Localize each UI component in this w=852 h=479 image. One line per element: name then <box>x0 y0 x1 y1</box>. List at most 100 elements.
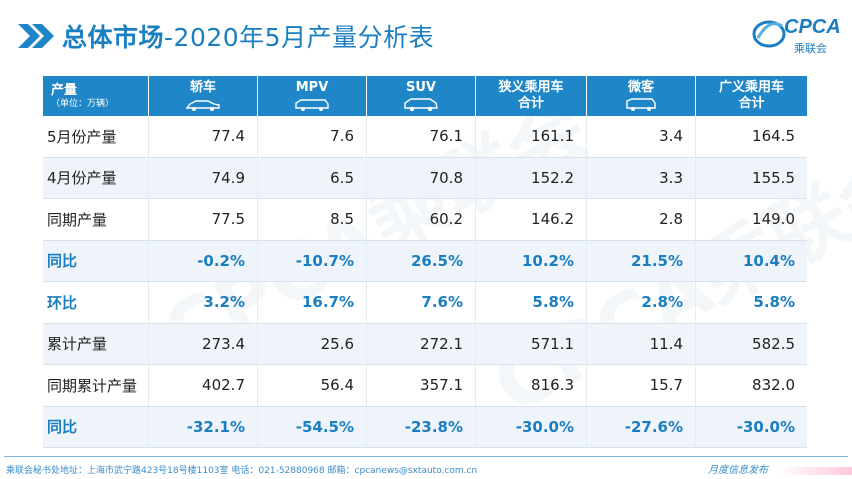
column-header: 微客 <box>587 76 696 116</box>
column-header: 轿车 <box>149 76 258 116</box>
table-cell: 357.1 <box>367 365 476 407</box>
row-label: 同期产量 <box>43 199 149 241</box>
table-cell: 3.3 <box>587 157 696 199</box>
table-row: 同期产量 77.5 8.5 60.2 146.2 2.8 149.0 <box>43 199 807 241</box>
column-header: 广义乘用车 合计 <box>696 76 807 116</box>
table-cell: 74.9 <box>149 157 258 199</box>
logo-sub: 乘联会 <box>794 42 827 55</box>
table-cell: -23.8% <box>367 406 476 448</box>
table-cell: 8.5 <box>258 199 367 241</box>
column-header: MPV <box>258 76 367 116</box>
table-cell: 5.8% <box>476 282 587 324</box>
footer-divider <box>4 456 848 457</box>
column-header: 狭义乘用车 合计 <box>476 76 587 116</box>
row-label: 环比 <box>43 282 149 324</box>
column-header: SUV <box>367 76 476 116</box>
column-header-label-line2: 合计 <box>738 96 765 111</box>
table-cell: 76.1 <box>367 116 476 158</box>
table-cell: 6.5 <box>258 157 367 199</box>
table-cell: 832.0 <box>696 365 807 407</box>
row-label: 4月份产量 <box>43 157 149 199</box>
footer-publish: 月度信息发布 <box>708 465 768 476</box>
footer-accent <box>780 467 852 475</box>
table-cell: 10.2% <box>476 240 587 282</box>
table-row: 4月份产量 74.9 6.5 70.8 152.2 3.3 155.5 <box>43 157 807 199</box>
row-label: 同比 <box>43 240 149 282</box>
row-label: 累计产量 <box>43 323 149 365</box>
table-cell: 21.5% <box>587 240 696 282</box>
row-label: 同比 <box>43 406 149 448</box>
table-cell: -54.5% <box>258 406 367 448</box>
column-header-label: SUV <box>406 80 436 95</box>
double-chevron-icon <box>18 24 54 48</box>
table-cell: 5.8% <box>696 282 807 324</box>
table-cell: 272.1 <box>367 323 476 365</box>
table-cell: 56.4 <box>258 365 367 407</box>
column-header-label: 广义乘用车 <box>718 80 784 95</box>
cpca-logo: CPCA 乘联会 <box>752 14 844 55</box>
table-cell: -30.0% <box>696 406 807 448</box>
table-header-row: 产量 （单位：万辆） 轿车 MPV SUV 狭义乘用车 合计 微客 <box>43 76 807 116</box>
footer: 乘联会秘书处地址：上海市武宁路423号18号楼1103室 电话：021-5288… <box>0 452 852 479</box>
table-cell: 26.5% <box>367 240 476 282</box>
table-cell: 149.0 <box>696 199 807 241</box>
mpv-icon <box>295 99 329 111</box>
footer-address: 乘联会秘书处地址：上海市武宁路423号18号楼1103室 电话：021-5288… <box>6 466 478 476</box>
logo-brand: CPCA <box>784 16 841 38</box>
table-cell: 571.1 <box>476 323 587 365</box>
table-row: 环比 3.2% 16.7% 7.6% 5.8% 2.8% 5.8% <box>43 282 807 324</box>
column-header-label-line2: 合计 <box>517 96 544 111</box>
table-cell: 273.4 <box>149 323 258 365</box>
table-cell: 16.7% <box>258 282 367 324</box>
page-title: 总体市场-2020年5月产量分析表 <box>62 18 434 54</box>
table-cell: 152.2 <box>476 157 587 199</box>
row-header-unit: （单位：万辆） <box>51 98 115 109</box>
suv-icon <box>404 98 438 112</box>
row-header-cell: 产量 （单位：万辆） <box>43 76 149 116</box>
table-cell: 582.5 <box>696 323 807 365</box>
table-row: 同比 -32.1% -54.5% -23.8% -30.0% -27.6% -30.0% <box>43 406 807 448</box>
table-cell: 77.5 <box>149 199 258 241</box>
table-cell: 161.1 <box>476 116 587 158</box>
table-cell: 15.7 <box>587 365 696 407</box>
table-cell: -0.2% <box>149 240 258 282</box>
row-label: 5月份产量 <box>43 116 149 158</box>
table-cell: 816.3 <box>476 365 587 407</box>
table-cell: 146.2 <box>476 199 587 241</box>
table-cell: 7.6% <box>367 282 476 324</box>
table-cell: 60.2 <box>367 199 476 241</box>
table-cell: 164.5 <box>696 116 807 158</box>
table-cell: 70.8 <box>367 157 476 199</box>
header: 总体市场-2020年5月产量分析表 CPCA 乘联会 <box>0 0 852 64</box>
table-cell: 2.8 <box>587 199 696 241</box>
column-header-label: MPV <box>295 80 329 95</box>
table-cell: 2.8% <box>587 282 696 324</box>
table-row: 累计产量 273.4 25.6 272.1 571.1 11.4 582.5 <box>43 323 807 365</box>
production-table: 产量 （单位：万辆） 轿车 MPV SUV 狭义乘用车 合计 微客 <box>43 76 807 448</box>
table-cell: -10.7% <box>258 240 367 282</box>
table-cell: 3.4 <box>587 116 696 158</box>
minivan-icon <box>626 98 656 111</box>
table-row: 同比 -0.2% -10.7% 26.5% 10.2% 21.5% 10.4% <box>43 240 807 282</box>
column-header-label: 狭义乘用车 <box>498 80 564 95</box>
table-cell: 402.7 <box>149 365 258 407</box>
table-cell: -27.6% <box>587 406 696 448</box>
table-cell: 3.2% <box>149 282 258 324</box>
table-cell: 11.4 <box>587 323 696 365</box>
table-cell: 155.5 <box>696 157 807 199</box>
title-light: -2020年5月产量分析表 <box>164 23 435 52</box>
logo-emblem-icon <box>752 20 786 48</box>
table-cell: 7.6 <box>258 116 367 158</box>
row-label: 同期累计产量 <box>43 365 149 407</box>
table-cell: -30.0% <box>476 406 587 448</box>
table-cell: 77.4 <box>149 116 258 158</box>
column-header-label: 轿车 <box>189 80 216 95</box>
sedan-icon <box>185 100 220 111</box>
table-row: 5月份产量 77.4 7.6 76.1 161.1 3.4 164.5 <box>43 116 807 158</box>
table-cell: -32.1% <box>149 406 258 448</box>
table-cell: 25.6 <box>258 323 367 365</box>
table-body: 5月份产量 77.4 7.6 76.1 161.1 3.4 164.5 4月份产量 74.9 6.… <box>43 116 807 448</box>
column-header-label: 微客 <box>627 80 654 95</box>
title-bold: 总体市场 <box>62 23 165 52</box>
row-header-label: 产量 <box>51 82 78 98</box>
